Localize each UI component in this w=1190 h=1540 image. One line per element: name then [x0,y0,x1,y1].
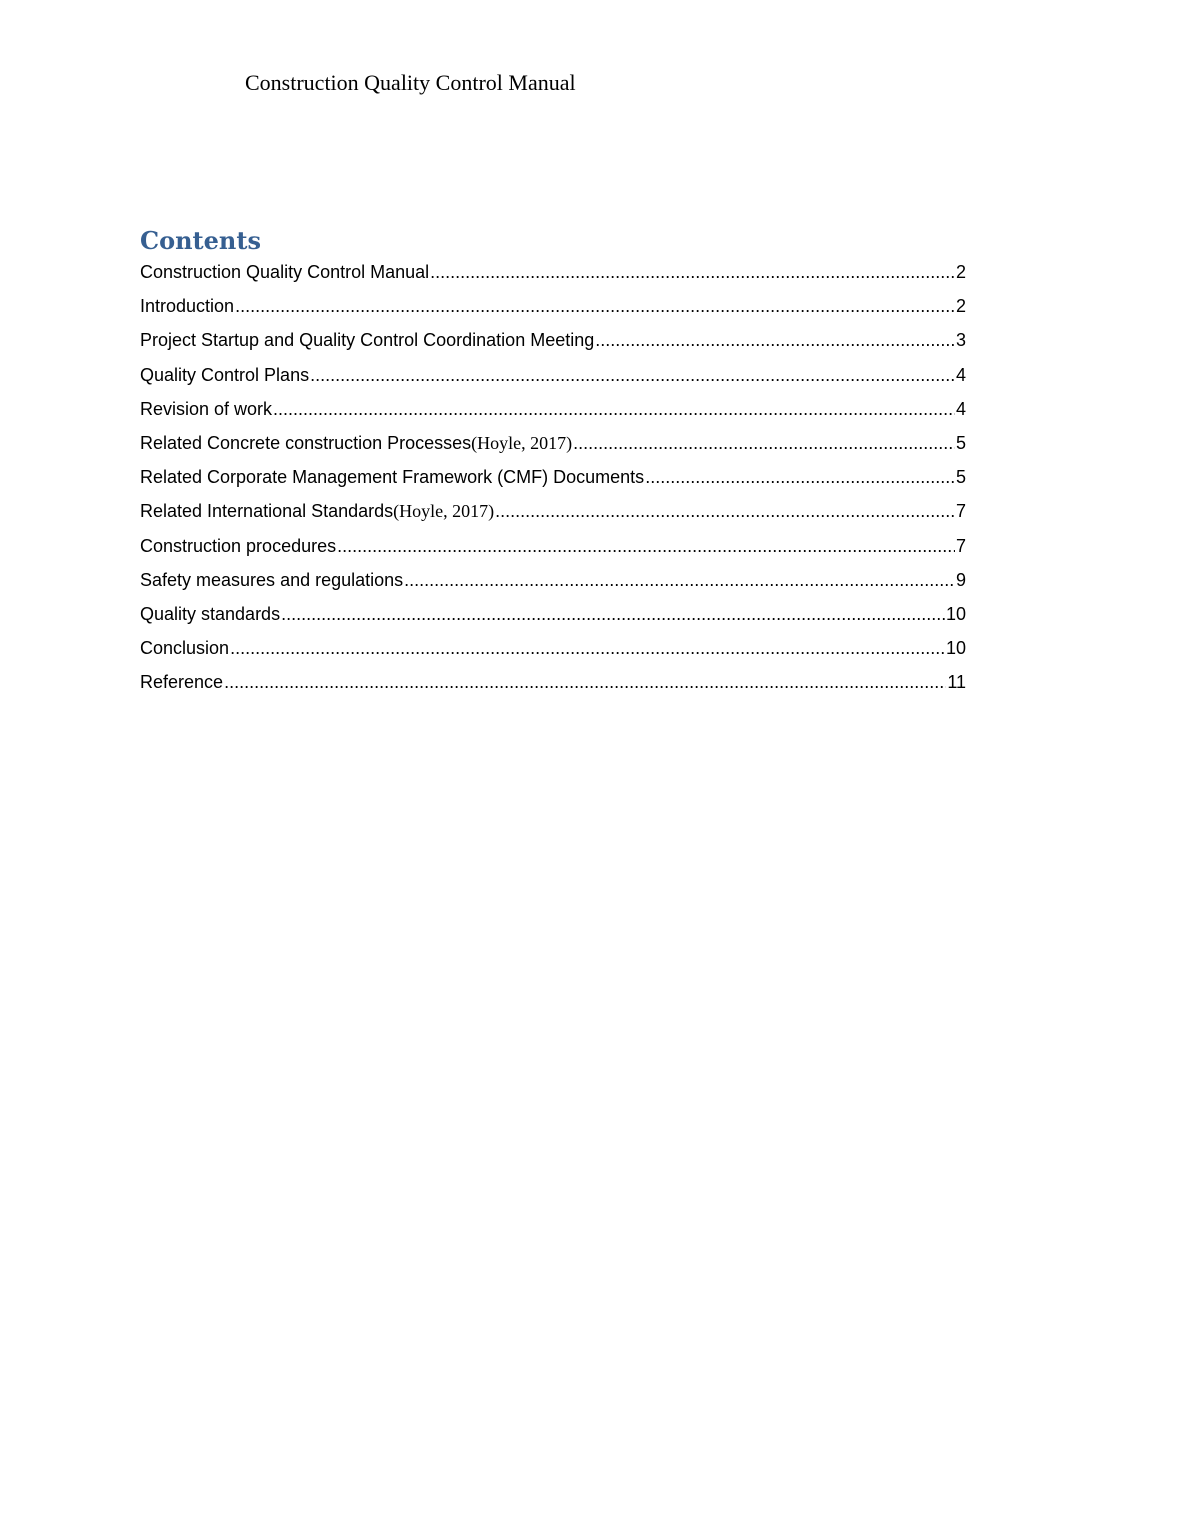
toc-entry-text: Introduction [140,296,235,317]
toc-page-number: 10 [945,638,966,659]
toc-entry[interactable]: Related International Standards (Hoyle, … [140,501,966,535]
toc-page-number: 7 [955,501,966,522]
toc-page-number: 10 [945,603,966,624]
toc-entry-text: Project Startup and Quality Control Coor… [140,330,595,351]
toc-entry-text: Safety measures and regulations [140,569,404,590]
toc-page-number: 2 [955,296,966,317]
leader-dots [645,467,955,488]
toc-entry-text: Quality Control Plans [140,364,310,385]
toc-page-number: 5 [955,432,966,453]
leader-dots [337,536,955,557]
leader-dots [224,672,946,693]
toc-entry-text: Quality standards [140,603,281,624]
toc-page-number: 11 [947,672,966,693]
toc-entry[interactable]: Construction procedures 7 [140,536,966,570]
toc-entry-text: Construction Quality Control Manual [140,262,430,282]
toc-entry[interactable]: Reference 11 [140,672,966,706]
toc-entry-text: Revision of work [140,398,273,419]
toc-entry[interactable]: Safety measures and regulations 9 [140,570,966,604]
toc-entry[interactable]: Related Concrete construction Processes … [140,433,966,467]
leader-dots [230,638,945,659]
toc-entry-text: Reference [140,672,224,693]
toc-page-number: 4 [955,398,966,419]
leader-dots [273,399,955,420]
toc-entry[interactable]: Quality Control Plans 4 [140,365,966,399]
table-of-contents: Construction Quality Control Manual2Intr… [140,262,966,706]
leader-dots [595,330,955,351]
toc-entry-text: Conclusion [140,638,230,659]
toc-page-number: 3 [955,330,966,351]
toc-entry-text: Related Concrete construction Processes [140,432,472,453]
toc-page-number: 7 [955,535,966,556]
leader-dots [573,433,955,454]
toc-entry-citation: (Hoyle, 2017) [471,432,573,453]
toc-entry[interactable]: Conclusion 10 [140,638,966,672]
toc-entry[interactable]: Construction Quality Control Manual 2 [140,262,966,296]
page-header: Construction Quality Control Manual [245,70,576,95]
leader-dots [430,262,955,283]
toc-entry-text: Construction procedures [140,535,337,556]
leader-dots [310,365,955,386]
toc-page-number: 4 [955,364,966,385]
toc-entry[interactable]: Revision of work 4 [140,399,966,433]
toc-entry-citation: (Hoyle, 2017) [393,501,495,522]
toc-heading: Contents [140,226,261,255]
toc-page-number: 5 [955,467,966,488]
leader-dots [495,501,955,522]
leader-dots [235,296,955,317]
toc-entry-text: Related International Standards [140,501,394,522]
toc-page-number: 2 [955,262,966,282]
toc-entry[interactable]: Project Startup and Quality Control Coor… [140,330,966,364]
leader-dots [404,570,955,591]
toc-page-number: 9 [955,569,966,590]
leader-dots [281,604,945,625]
toc-entry[interactable]: Quality standards 10 [140,604,966,638]
toc-entry[interactable]: Introduction 2 [140,296,966,330]
toc-entry[interactable]: Related Corporate Management Framework (… [140,467,966,501]
toc-entry-text: Related Corporate Management Framework (… [140,467,645,488]
